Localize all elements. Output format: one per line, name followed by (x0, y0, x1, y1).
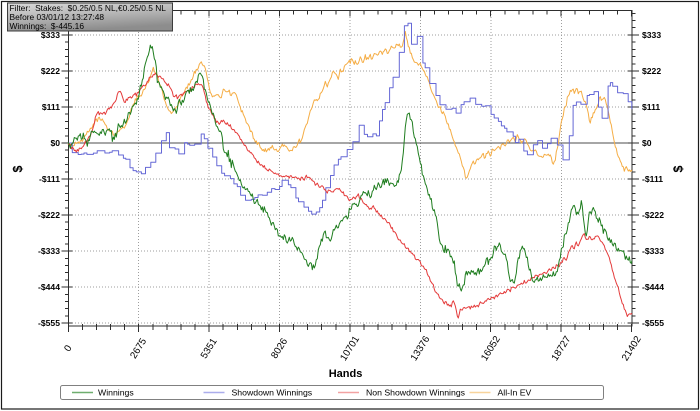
svg-text:$333: $333 (642, 30, 661, 40)
svg-text:$111: $111 (642, 102, 660, 112)
svg-text:0: 0 (62, 343, 75, 354)
svg-text:Filter: Stakes: $0.25/0.5 NL: Filter: Stakes: $0.25/0.5 NL,€0.25/0.5 N… (10, 3, 167, 13)
svg-text:-$111: -$111 (39, 174, 60, 184)
svg-text:-$333: -$333 (642, 246, 664, 256)
svg-text:Showdown Winnings: Showdown Winnings (232, 388, 313, 398)
svg-text:$222: $222 (642, 66, 661, 76)
svg-text:$: $ (11, 165, 25, 172)
svg-text:$111: $111 (42, 102, 60, 112)
svg-text:-$555: -$555 (642, 318, 664, 328)
svg-text:Winnings: Winnings (98, 388, 134, 398)
svg-text:-$444: -$444 (642, 282, 664, 292)
svg-text:$0: $0 (50, 138, 60, 148)
svg-text:Non Showdown Winnings: Non Showdown Winnings (366, 388, 466, 398)
svg-text:$222: $222 (41, 66, 60, 76)
svg-text:-$222: -$222 (38, 210, 60, 220)
svg-text:-$333: -$333 (38, 246, 60, 256)
svg-text:All-In EV: All-In EV (498, 388, 532, 398)
svg-text:-$444: -$444 (38, 282, 60, 292)
svg-text:$: $ (672, 165, 686, 172)
svg-text:Winnings: $-445.16: Winnings: $-445.16 (10, 21, 85, 31)
svg-text:$333: $333 (41, 30, 60, 40)
svg-text:Before 03/01/12 13:27:48: Before 03/01/12 13:27:48 (10, 12, 105, 22)
svg-text:Hands: Hands (329, 368, 363, 380)
svg-text:-$222: -$222 (642, 210, 664, 220)
svg-text:-$111: -$111 (642, 174, 663, 184)
svg-text:-$555: -$555 (38, 318, 60, 328)
svg-text:$0: $0 (642, 138, 652, 148)
